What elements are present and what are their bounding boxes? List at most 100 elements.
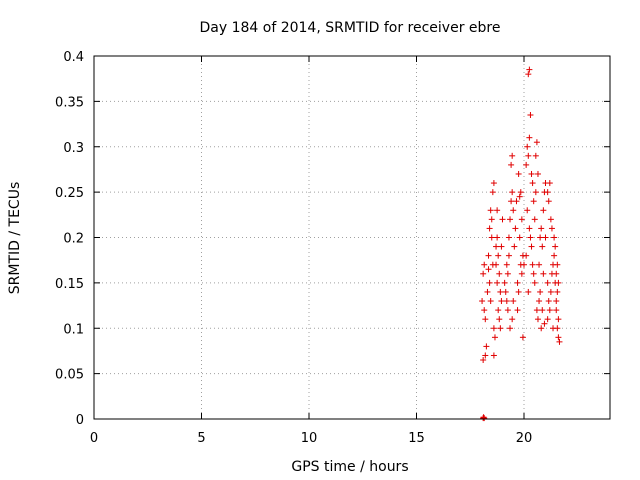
data-point <box>551 234 558 241</box>
data-point <box>527 111 534 118</box>
data-point <box>533 307 540 314</box>
data-point <box>551 252 558 259</box>
data-point <box>488 216 495 223</box>
data-point <box>526 225 533 232</box>
data-point <box>556 338 563 345</box>
data-point <box>510 298 517 305</box>
data-point <box>547 288 554 295</box>
data-point <box>515 170 522 177</box>
data-point <box>511 243 518 250</box>
data-point <box>502 288 509 295</box>
data-point <box>482 316 489 323</box>
data-point <box>515 288 522 295</box>
data-point <box>508 161 515 168</box>
data-point <box>528 170 535 177</box>
data-point <box>552 243 559 250</box>
data-point <box>554 325 561 332</box>
data-point <box>507 325 514 332</box>
data-point <box>495 307 502 314</box>
data-point <box>481 261 488 268</box>
data-point <box>482 352 489 359</box>
data-point <box>516 193 523 200</box>
data-point <box>503 298 510 305</box>
data-point <box>508 198 515 205</box>
data-point <box>505 234 512 241</box>
data-point <box>481 415 488 422</box>
y-axis-label: SRMTID / TECUs <box>7 182 23 295</box>
data-point <box>481 307 488 314</box>
data-point <box>547 216 554 223</box>
data-point <box>544 189 551 196</box>
data-point <box>518 270 525 277</box>
data-point <box>538 325 545 332</box>
axis-ticks: 0 0.05 0.1 0.15 0.2 0.25 0.3 0.35 0.4 0 5 10 15 20 <box>55 50 610 446</box>
data-point <box>499 216 506 223</box>
data-point <box>555 316 562 323</box>
y-tick-label: 0.1 <box>63 322 84 337</box>
y-tick-label: 0 <box>76 413 84 428</box>
data-point <box>512 225 519 232</box>
data-points <box>479 66 563 422</box>
data-point <box>534 170 541 177</box>
data-point <box>495 252 502 259</box>
data-point <box>529 180 536 187</box>
grid-lines <box>94 56 610 419</box>
y-tick-label: 0.05 <box>55 368 84 383</box>
data-point <box>516 234 523 241</box>
data-point <box>555 334 562 341</box>
data-point <box>493 243 500 250</box>
data-point <box>527 234 534 241</box>
data-point <box>510 207 517 214</box>
data-point <box>509 189 516 196</box>
data-point <box>518 216 525 223</box>
data-point <box>514 307 521 314</box>
data-point <box>525 71 532 78</box>
data-point <box>504 270 511 277</box>
data-point <box>545 298 552 305</box>
data-point <box>546 180 553 187</box>
data-point <box>525 152 532 159</box>
chart-title: Day 184 of 2014, SRMTID for receiver ebr… <box>200 20 501 36</box>
data-point <box>488 234 495 241</box>
data-point <box>544 279 551 286</box>
data-point <box>509 152 516 159</box>
y-tick-label: 0.35 <box>55 95 84 110</box>
data-point <box>485 252 492 259</box>
x-tick-label: 15 <box>408 431 425 446</box>
data-point <box>548 225 555 232</box>
y-tick-label: 0.3 <box>63 141 84 156</box>
x-tick-label: 5 <box>197 431 205 446</box>
data-point <box>526 134 533 141</box>
data-point <box>493 261 500 268</box>
data-point <box>553 298 560 305</box>
data-point <box>480 357 487 364</box>
data-point <box>490 180 497 187</box>
data-point <box>505 252 512 259</box>
data-point <box>526 66 533 73</box>
data-point <box>542 234 549 241</box>
x-tick-label: 20 <box>516 431 533 446</box>
data-point <box>490 325 497 332</box>
data-point <box>480 270 487 277</box>
data-point <box>524 143 531 150</box>
y-tick-label: 0.15 <box>55 277 84 292</box>
data-point <box>538 225 545 232</box>
data-point <box>534 316 541 323</box>
y-tick-label: 0.25 <box>55 186 84 201</box>
data-point <box>536 298 543 305</box>
data-point <box>496 316 503 323</box>
data-point <box>498 298 505 305</box>
data-point <box>532 152 539 159</box>
data-point <box>531 216 538 223</box>
data-point <box>528 243 535 250</box>
data-point <box>537 234 544 241</box>
data-point <box>483 343 490 350</box>
data-point <box>504 307 511 314</box>
data-point <box>553 307 560 314</box>
data-point <box>541 320 548 327</box>
data-point <box>529 261 536 268</box>
data-point <box>524 207 531 214</box>
data-point <box>486 279 493 286</box>
data-point <box>539 307 546 314</box>
data-point <box>497 325 504 332</box>
